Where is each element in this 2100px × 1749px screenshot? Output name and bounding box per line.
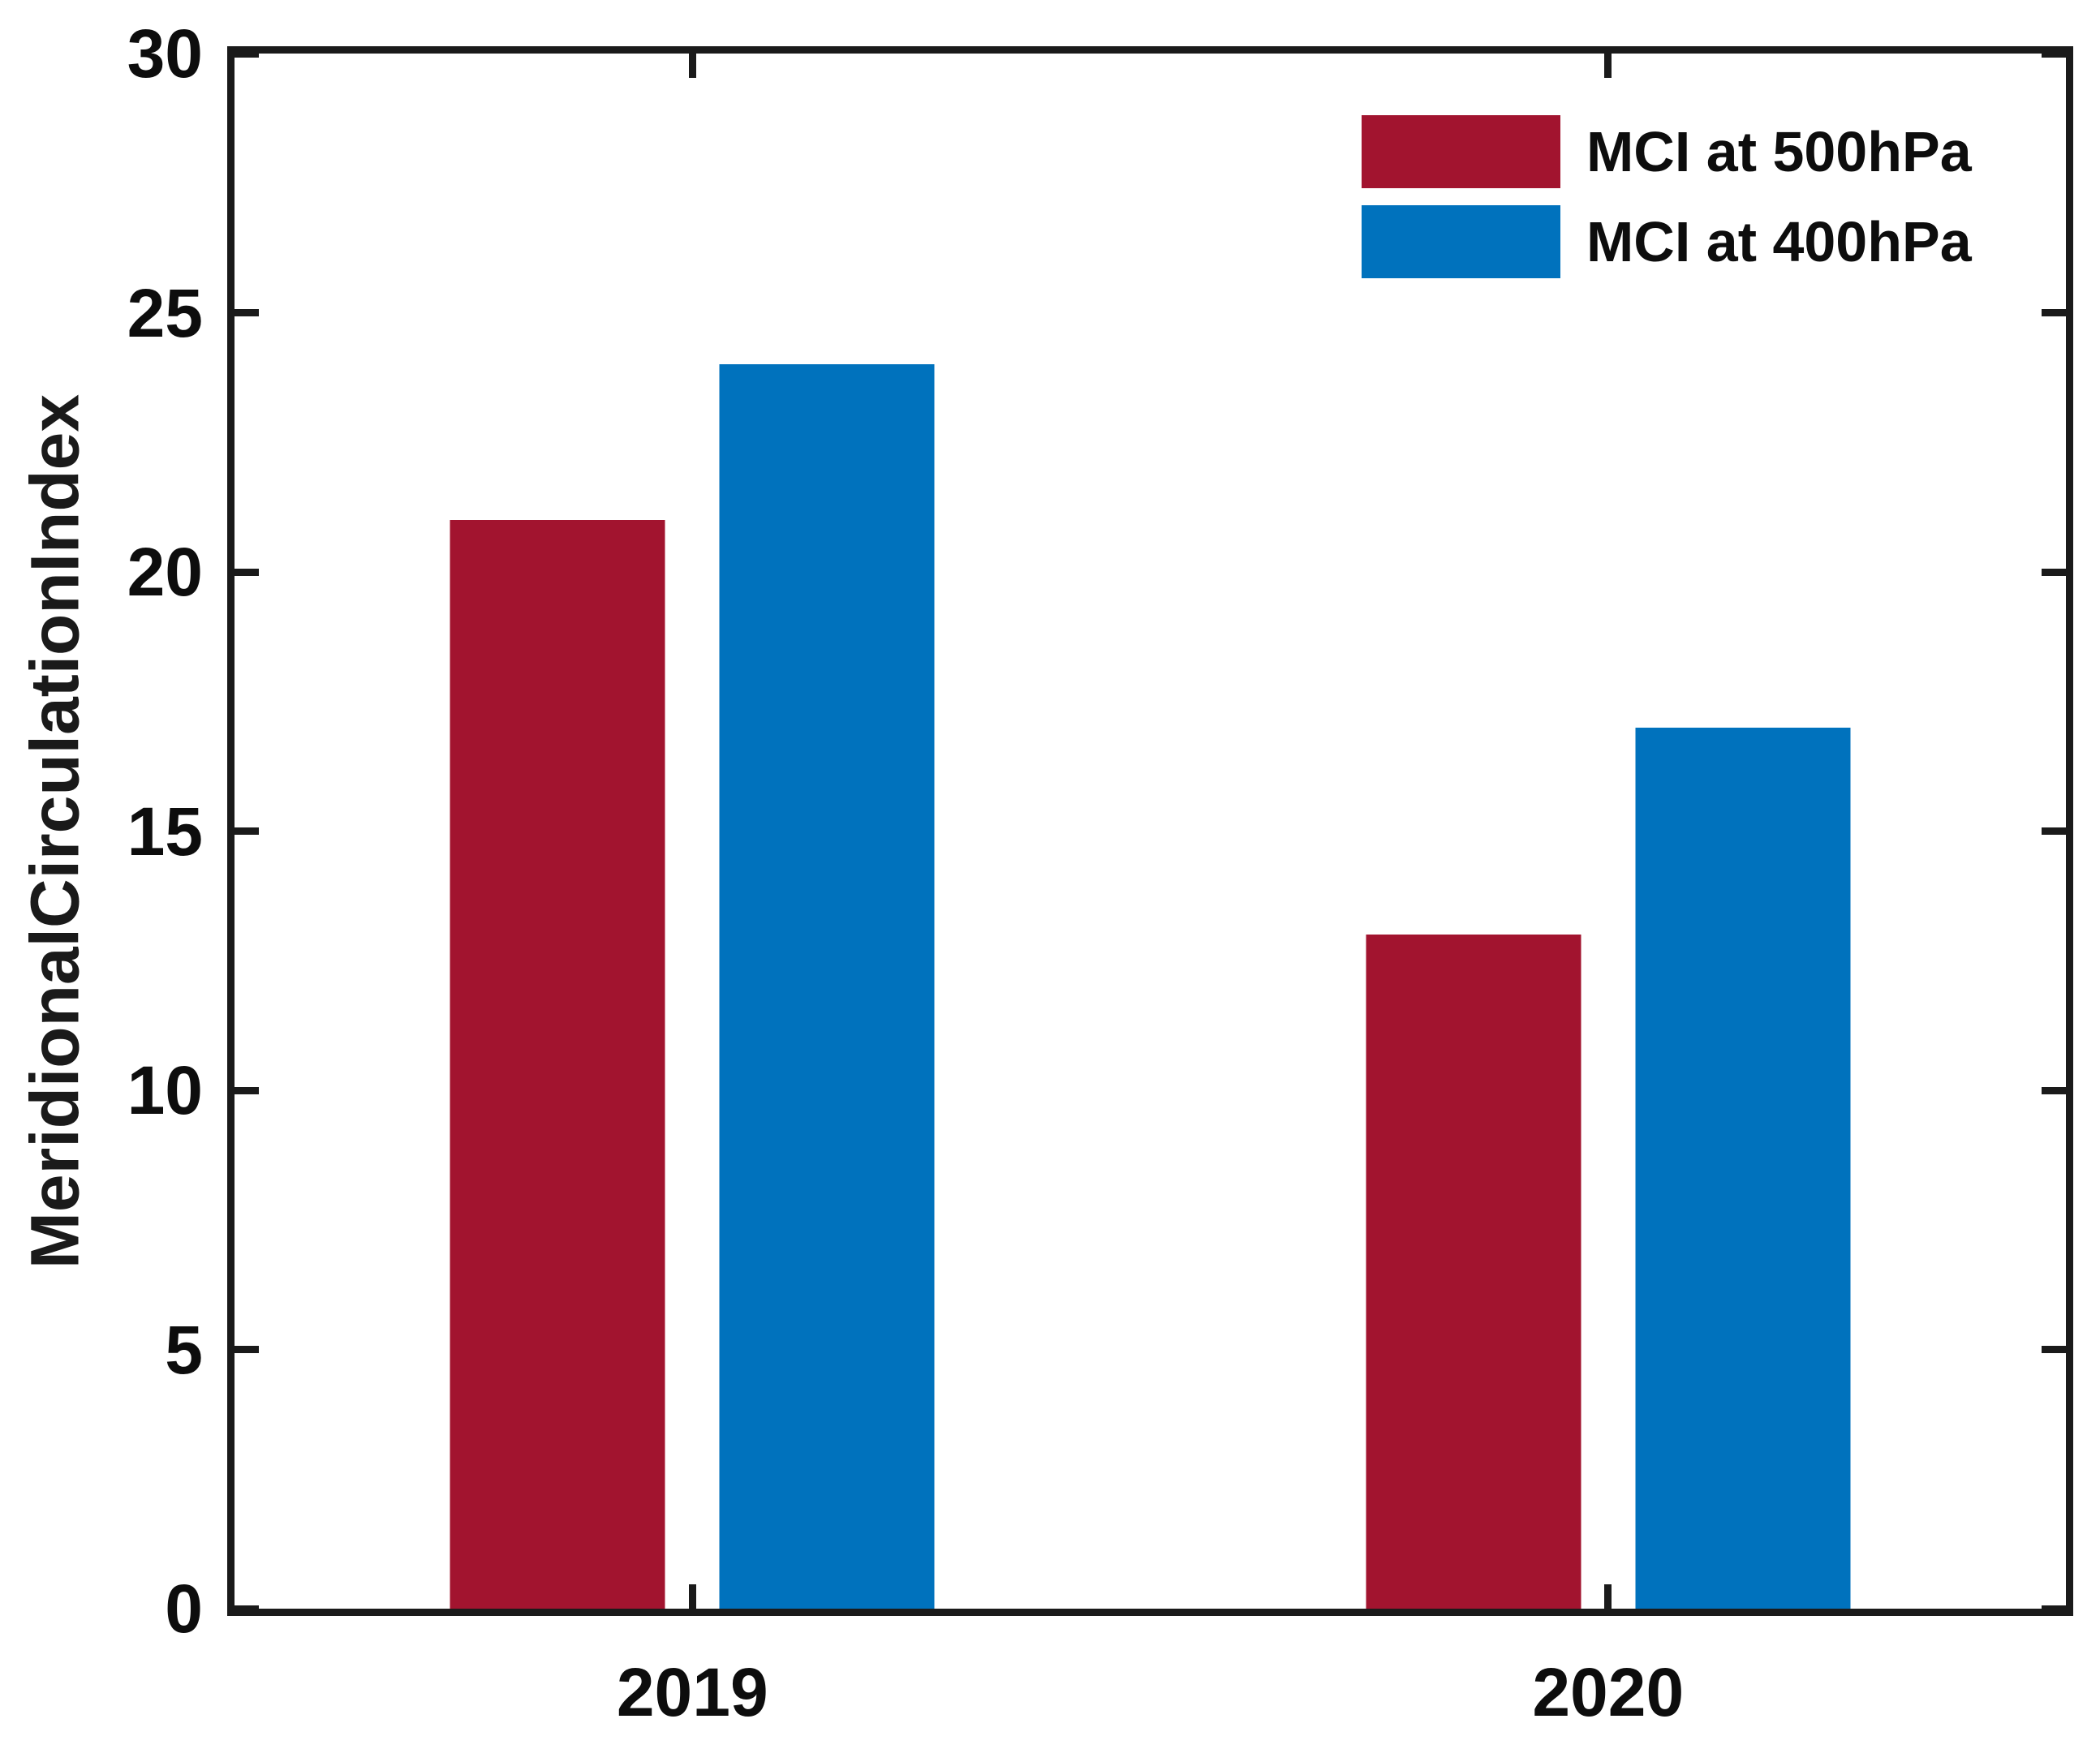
y-tick-mark-left [235, 49, 259, 58]
bar-mci-at-500hpa [450, 520, 665, 1609]
y-tick-mark-left [235, 1605, 259, 1613]
bar-mci-at-500hpa [1366, 935, 1581, 1609]
y-tick-label: 15 [127, 793, 203, 870]
x-tick-mark-bottom [1604, 1584, 1612, 1609]
y-tick-label: 25 [127, 274, 203, 351]
legend-row: MCI at 500hPa [1362, 115, 1972, 188]
y-tick-label: 5 [165, 1311, 203, 1388]
legend: MCI at 500hPa MCI at 400hPa [1362, 115, 1972, 278]
x-tick-label: 2020 [1532, 1654, 1685, 1730]
legend-label: MCI at 500hPa [1586, 120, 1972, 183]
plot-area [227, 46, 2073, 1616]
y-tick-label: 30 [127, 15, 203, 92]
x-tick-mark-top [688, 54, 696, 78]
y-tick-mark-right [2042, 827, 2066, 835]
bar-group [1366, 727, 1851, 1609]
y-tick-mark-right [2042, 1605, 2066, 1613]
x-tick-mark-top [1604, 54, 1612, 78]
y-tick-mark-right [2042, 568, 2066, 576]
y-tick-mark-left [235, 309, 259, 316]
legend-row: MCI at 400hPa [1362, 205, 1972, 278]
y-tick-mark-left [235, 1346, 259, 1353]
legend-swatch [1362, 205, 1560, 278]
y-tick-mark-left [235, 568, 259, 576]
bar-group [450, 364, 935, 1609]
y-tick-mark-right [2042, 49, 2066, 58]
x-tick-mark-bottom [688, 1584, 696, 1609]
y-tick-mark-right [2042, 309, 2066, 316]
y-tick-label: 10 [127, 1052, 203, 1128]
y-tick-mark-right [2042, 1346, 2066, 1353]
bar-mci-at-400hpa [1635, 727, 1851, 1609]
y-tick-label: 20 [127, 534, 203, 610]
y-tick-mark-right [2042, 1086, 2066, 1094]
y-tick-mark-left [235, 1086, 259, 1094]
y-tick-label: 0 [165, 1571, 203, 1647]
x-tick-label: 2019 [616, 1654, 768, 1730]
bar-mci-at-400hpa [719, 364, 935, 1609]
legend-swatch [1362, 115, 1560, 188]
legend-label: MCI at 400hPa [1586, 210, 1972, 273]
y-tick-mark-left [235, 827, 259, 835]
